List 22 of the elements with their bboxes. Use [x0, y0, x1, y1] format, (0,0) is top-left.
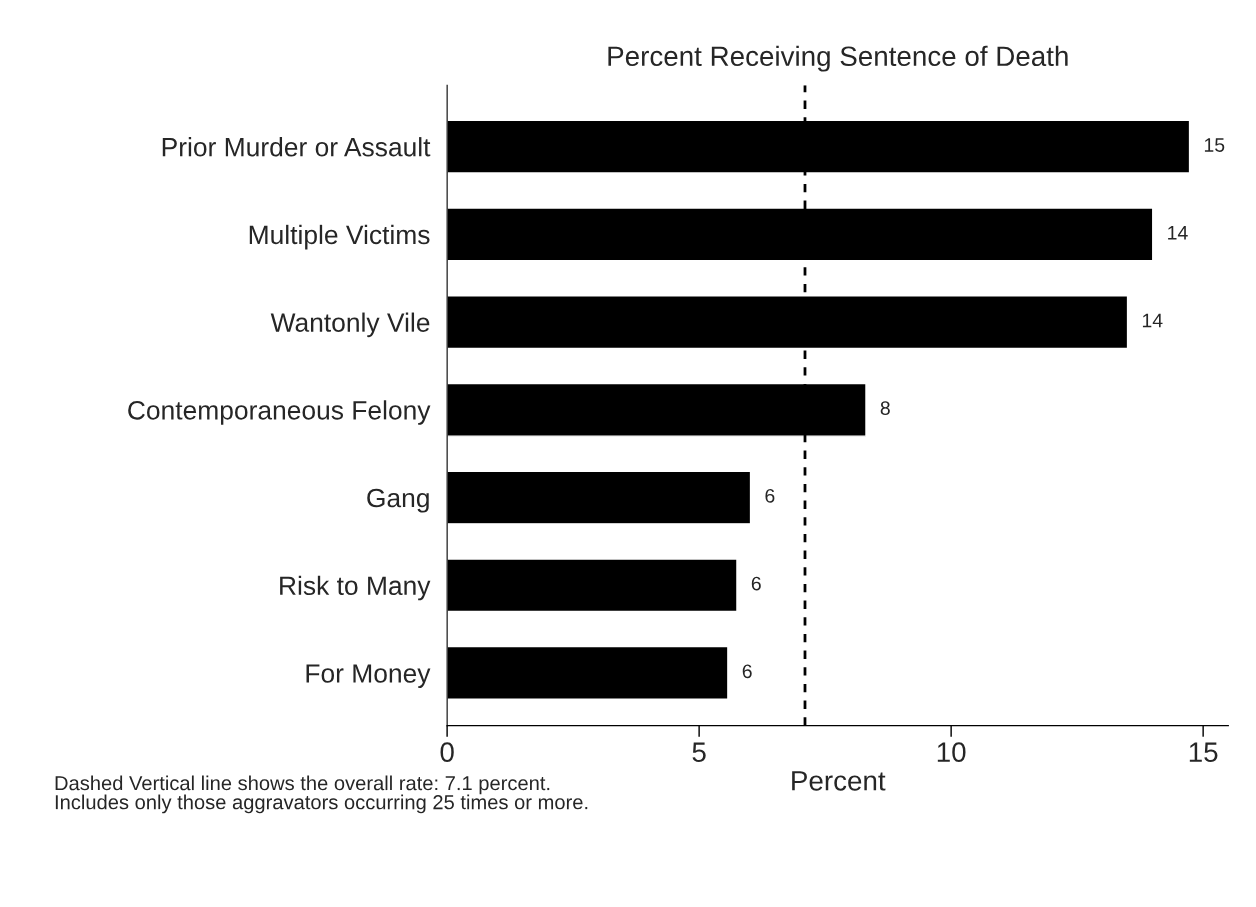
data-label: 6: [765, 488, 775, 503]
data-label: 14: [1168, 226, 1188, 240]
data-label: 6: [751, 576, 761, 591]
y-tick-label: Risk to Many: [280, 575, 431, 601]
y-tick-label: Multiple Victims: [249, 224, 430, 250]
text: Includes only those aggravators occurring 25 times or more.: [55, 794, 588, 814]
x-tick-label: 5: [692, 742, 706, 762]
x-tick-label: 15: [1189, 742, 1218, 762]
data-label: 8: [880, 401, 890, 416]
y-tick-label: Contemporaneous Felony: [128, 400, 431, 425]
y-tick-label: Gang: [367, 488, 429, 513]
x-tick-label: 0: [440, 742, 454, 762]
data-label: 15: [1204, 138, 1225, 152]
chart-title: Percent Receiving Sentence of Death: [608, 45, 1068, 72]
data-label: 14: [1142, 313, 1163, 328]
data-label: 6: [742, 664, 752, 679]
y-tick-label: For Money: [306, 664, 431, 689]
y-tick-label: Prior Murder or Assault: [162, 137, 431, 157]
x-axis-title: Percent: [792, 771, 886, 791]
text: Dashed Vertical line shows the overall rate: 7.1 percent.: [55, 775, 550, 795]
y-tick-label: Wantonly Vile: [270, 312, 430, 338]
x-tick-label: 10: [937, 742, 966, 762]
